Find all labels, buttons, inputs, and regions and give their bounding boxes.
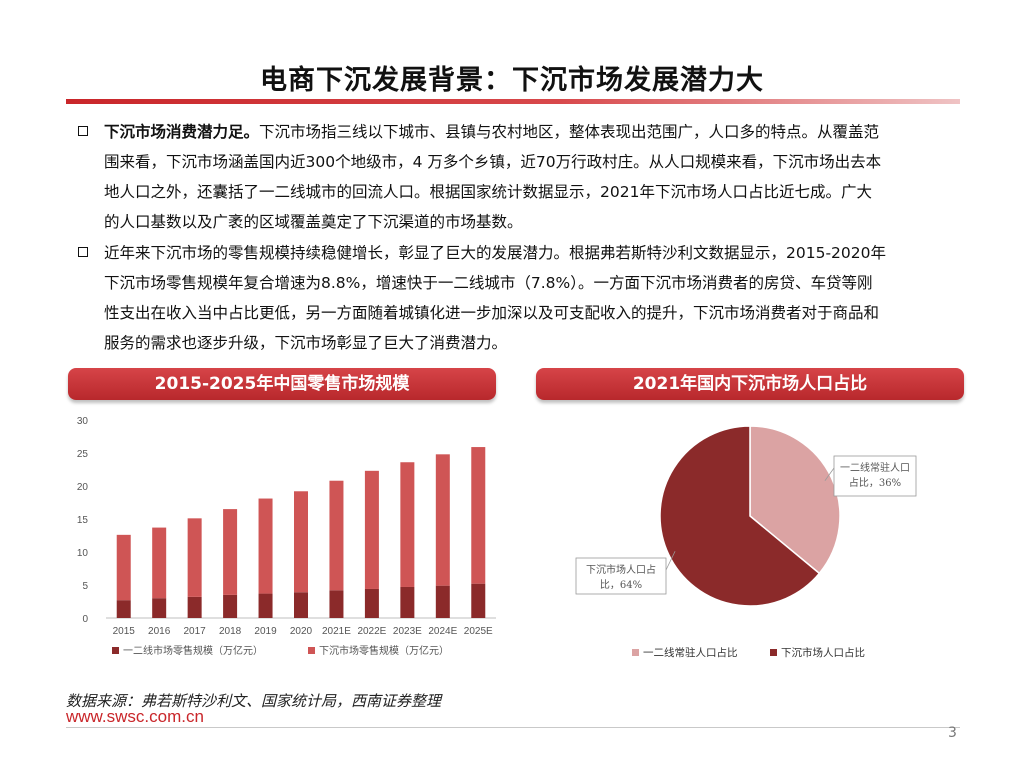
bar-lower-tier-2023E xyxy=(400,462,415,587)
bar-tier1-2015 xyxy=(116,600,131,618)
x-tick-label: 2024E xyxy=(428,626,457,637)
y-tick-label: 0 xyxy=(82,614,88,625)
x-tick-label: 2021E xyxy=(322,626,351,637)
legend-label: 下沉市场人口占比 xyxy=(781,646,865,659)
x-tick-label: 2023E xyxy=(393,626,422,637)
legend-swatch xyxy=(770,649,777,656)
bar-tier1-2025E xyxy=(471,583,486,618)
bar-tier1-2019 xyxy=(258,593,273,618)
y-tick-label: 30 xyxy=(77,416,89,427)
legend-label: 下沉市场零售规模（万亿元） xyxy=(319,644,449,657)
bullet-1-line-1: 下沉市场消费潜力足。下沉市场指三线以下城市、县镇与农村地区，整体表现出范围广，人… xyxy=(104,123,880,141)
bar-lower-tier-2020 xyxy=(294,491,308,593)
x-tick-label: 2020 xyxy=(290,626,313,637)
bar-tier1-2024E xyxy=(435,585,450,618)
bar-tier1-2020 xyxy=(294,592,308,618)
bar-lower-tier-2019 xyxy=(258,498,273,594)
pie-slice-0 xyxy=(749,425,841,575)
x-tick-label: 2016 xyxy=(148,626,171,637)
page-title: 电商下沉发展背景：下沉市场发展潜力大 xyxy=(260,65,764,96)
bullet-2-text: 近年来下沉市场的零售规模持续稳健增长，彰显了巨大的发展潜力。根据弗若斯特沙利文数… xyxy=(104,238,964,358)
pie-callout-label: 占比，36% xyxy=(849,476,901,489)
bar-tier1-2016 xyxy=(152,598,167,618)
x-tick-label: 2025E xyxy=(464,626,493,637)
bullet-2-line-4: 服务的需求也逐步升级，下沉市场彰显了巨大了消费潜力。 xyxy=(104,334,508,352)
pie-callout-box xyxy=(575,557,667,595)
legend-swatch xyxy=(308,647,315,654)
bar-chart: 0 5 10 15 20 25 30 2015 2016 2017 2018 2019 2020 2021… xyxy=(77,416,496,657)
website-link[interactable]: www.swsc.com.cn xyxy=(66,707,204,726)
bar-tier1-2018 xyxy=(223,594,238,618)
pie-callout-leader xyxy=(665,551,676,571)
bullet-1-line-2: 围来看，下沉市场涵盖国内近300个地级市，4 万多个乡镇，近70万行政村庄。从人… xyxy=(104,153,882,171)
bar-tier1-2022E xyxy=(364,588,379,618)
bar-lower-tier-2015 xyxy=(116,534,131,601)
x-tick-label: 2019 xyxy=(254,626,277,637)
legend-swatch xyxy=(112,647,119,654)
x-tick-label: 2015 xyxy=(113,626,136,637)
y-tick-label: 15 xyxy=(77,515,89,526)
bullet-1-lead: 下沉市场消费潜力足。 xyxy=(104,123,260,141)
bar-lower-tier-2024E xyxy=(435,454,450,586)
pie-callout-leader xyxy=(824,467,835,481)
bar-lower-tier-2021E xyxy=(329,480,344,591)
bar-tier1-2021E xyxy=(329,590,344,618)
y-tick-label: 25 xyxy=(77,449,89,460)
legend-swatch xyxy=(632,649,639,656)
bar-lower-tier-2017 xyxy=(187,518,202,597)
x-tick-label: 2022E xyxy=(357,626,386,637)
x-tick-label: 2017 xyxy=(184,626,207,637)
legend-label: 一二线市场零售规模（万亿元） xyxy=(123,644,263,657)
bar-tier1-2017 xyxy=(187,596,202,618)
pie-slice-1 xyxy=(659,425,821,607)
bar-lower-tier-2022E xyxy=(364,470,379,589)
legend-label: 一二线常驻人口占比 xyxy=(643,646,738,659)
pie-callout-box xyxy=(833,455,917,497)
bullet-1-text: 下沉市场消费潜力足。下沉市场指三线以下城市、县镇与农村地区，整体表现出范围广，人… xyxy=(104,117,964,237)
y-tick-label: 10 xyxy=(77,548,89,559)
pie-chart-title: 2021年国内下沉市场人口占比 xyxy=(536,368,964,400)
data-source: 数据来源：弗若斯特沙利文、国家统计局，西南证券整理 xyxy=(66,692,442,710)
square-bullet-icon xyxy=(78,247,88,257)
pie-callout-label: 比，64% xyxy=(600,579,642,591)
bullet-2-line-1: 近年来下沉市场的零售规模持续稳健增长，彰显了巨大的发展潜力。根据弗若斯特沙利文数… xyxy=(104,244,886,262)
page-number: 3 xyxy=(948,725,957,741)
y-tick-label: 20 xyxy=(77,482,89,493)
pie-callout-label: 一二线常驻人口 xyxy=(840,461,910,474)
bullet-2-line-3: 性支出在收入当中占比更低，另一方面随着城镇化进一步加深以及可支配收入的提升，下沉… xyxy=(104,304,880,322)
bar-chart-title: 2015-2025年中国零售市场规模 xyxy=(68,368,496,400)
square-bullet-icon xyxy=(78,126,88,136)
bar-lower-tier-2018 xyxy=(223,509,238,595)
pie-chart: 一二线常驻人口占比，36% 下沉市场人口占比，64% 一二线常驻人口占比 下沉市场人口… xyxy=(575,425,917,659)
bar-lower-tier-2025E xyxy=(471,447,486,584)
bullet-1-line-3: 地人口之外，还囊括了一二线城市的回流人口。根据国家统计数据显示，2021年下沉市… xyxy=(104,183,872,201)
bullet-1-line-4: 的人口基数以及广袤的区域覆盖奠定了下沉渠道的市场基数。 xyxy=(104,213,523,231)
x-tick-label: 2018 xyxy=(219,626,242,637)
y-tick-label: 5 xyxy=(82,581,88,592)
bar-lower-tier-2016 xyxy=(152,527,167,599)
bar-tier1-2023E xyxy=(400,586,415,618)
pie-callout-label: 下沉市场人口占 xyxy=(586,563,656,576)
footer-divider xyxy=(66,727,960,728)
bullet-2-line-2: 下沉市场零售规模年复合增速为8.8%，增速快于一二线城市（7.8%）。一方面下沉… xyxy=(104,274,873,292)
title-underline xyxy=(66,99,960,104)
